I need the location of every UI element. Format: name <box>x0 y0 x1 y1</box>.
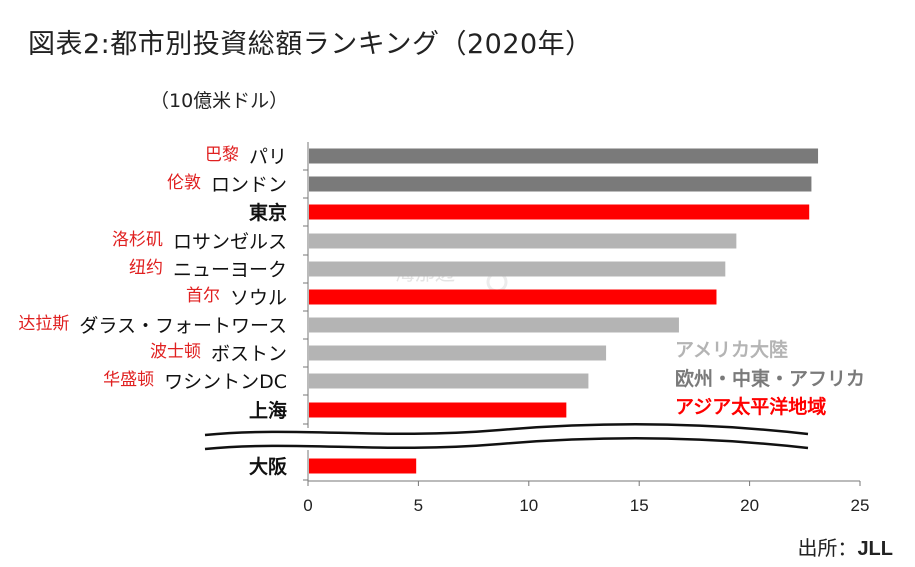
source-value: JLL <box>857 538 893 560</box>
bar-1 <box>309 148 819 164</box>
category-label: 上海 <box>249 399 287 422</box>
legend-americas: アメリカ大陸 <box>675 338 788 361</box>
bar-3 <box>309 204 810 220</box>
bar-8 <box>309 345 607 361</box>
source-note: 出所：JLL <box>797 532 893 561</box>
category-label: パリ <box>249 146 287 168</box>
category-alt-label: 巴黎 <box>205 145 239 165</box>
x-tick-label: 10 <box>519 496 538 515</box>
category-alt-label: 洛杉矶 <box>112 230 163 250</box>
category-alt-label: 华盛顿 <box>103 370 154 390</box>
legend-europe: 欧州・中東・アフリカ <box>675 367 865 390</box>
category-label: ダラス・フォートワース <box>79 315 287 337</box>
category-alt-label: 伦敦 <box>167 173 201 193</box>
category-label: ロンドン <box>211 174 287 196</box>
x-tick-label: 0 <box>303 496 312 515</box>
x-tick-label: 15 <box>630 496 649 515</box>
bar-10 <box>309 402 567 418</box>
category-label: ボストン <box>211 343 287 365</box>
bar-4 <box>309 233 737 249</box>
axis-break-line <box>204 436 809 451</box>
category-alt-label: 波士顿 <box>150 342 201 362</box>
x-tick-label: 5 <box>414 496 423 515</box>
x-tick-label: 25 <box>851 496 870 515</box>
source-label: 出所： <box>797 536 858 560</box>
category-alt-label: 首尔 <box>186 286 220 306</box>
bar-9 <box>309 373 589 389</box>
legend-asia: アジア太平洋地域 <box>675 395 826 418</box>
x-tick-label: 20 <box>740 496 759 515</box>
category-label: ニューヨーク <box>173 259 287 281</box>
category-alt-label: 达拉斯 <box>18 314 69 334</box>
category-label: ワシントンDC <box>164 371 287 393</box>
category-label: ソウル <box>230 287 287 309</box>
category-label: 大阪 <box>249 455 288 478</box>
bar-11 <box>309 458 417 474</box>
page-title: 図表2:都市別投資総額ランキング（2020年） <box>28 29 593 60</box>
bar-7 <box>309 317 679 333</box>
bar-5 <box>309 261 726 277</box>
category-label: ロサンゼルス <box>173 231 287 253</box>
category-alt-label: 纽约 <box>129 258 163 278</box>
unit-label: （10億米ドル） <box>150 90 289 112</box>
bar-2 <box>309 176 812 192</box>
bar-6 <box>309 289 717 305</box>
category-label: 東京 <box>249 201 287 224</box>
axis-break-line <box>204 422 809 437</box>
